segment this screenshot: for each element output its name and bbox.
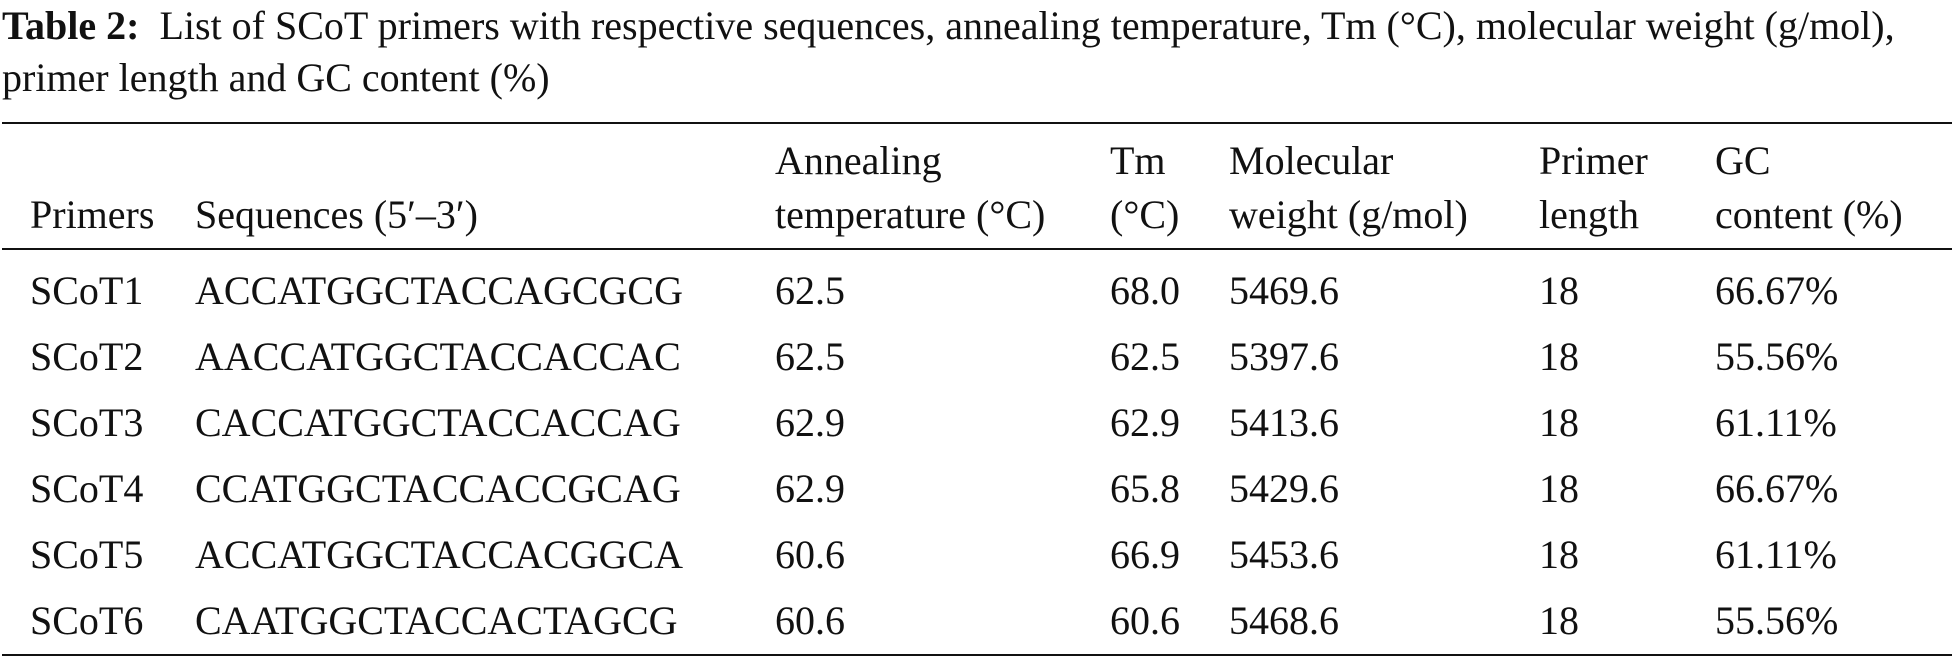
cell-molecular-weight: 5468.6 xyxy=(1229,598,1339,643)
column-header-molecular-weight: Molecular weight (g/mol) xyxy=(1229,138,1468,237)
cell-tm: 68.0 xyxy=(1110,268,1180,313)
cell-molecular-weight: 5413.6 xyxy=(1229,400,1339,445)
table-row: SCoT2 AACCATGGCTACCACCAC 62.5 62.5 5397.… xyxy=(2,324,1952,390)
cell-annealing: 62.5 xyxy=(775,334,845,379)
cell-gc-content: 55.56% xyxy=(1715,334,1839,379)
column-header-primers: Primers xyxy=(30,192,155,237)
table-row: SCoT3 CACCATGGCTACCACCAG 62.9 62.9 5413.… xyxy=(2,390,1952,456)
cell-tm: 66.9 xyxy=(1110,532,1180,577)
cell-sequence: AACCATGGCTACCACCAC xyxy=(195,334,681,379)
caption-label: Table 2: xyxy=(2,3,140,48)
cell-annealing: 62.5 xyxy=(775,268,845,313)
cell-sequence: CAATGGCTACCACTAGCG xyxy=(195,598,678,643)
cell-sequence: CACCATGGCTACCACCAG xyxy=(195,400,681,445)
cell-primer-length: 18 xyxy=(1539,334,1579,379)
cell-primer: SCoT5 xyxy=(30,532,144,577)
cell-primer: SCoT6 xyxy=(30,598,144,643)
cell-gc-content: 61.11% xyxy=(1715,532,1837,577)
cell-primer: SCoT1 xyxy=(30,268,144,313)
cell-molecular-weight: 5397.6 xyxy=(1229,334,1339,379)
cell-primer-length: 18 xyxy=(1539,598,1579,643)
cell-molecular-weight: 5469.6 xyxy=(1229,268,1339,313)
cell-molecular-weight: 5453.6 xyxy=(1229,532,1339,577)
cell-sequence: ACCATGGCTACCACGGCA xyxy=(195,532,683,577)
cell-annealing: 60.6 xyxy=(775,532,845,577)
cell-primer-length: 18 xyxy=(1539,268,1579,313)
table-row: SCoT4 CCATGGCTACCACCGCAG 62.9 65.8 5429.… xyxy=(2,456,1952,522)
header-row: Primers Sequences (5′–3′) Annealing tempe… xyxy=(2,123,1952,249)
cell-primer-length: 18 xyxy=(1539,532,1579,577)
cell-primer: SCoT4 xyxy=(30,466,144,511)
column-header-gc-content: GC content (%) xyxy=(1715,138,1903,237)
table-row: SCoT6 CAATGGCTACCACTAGCG 60.6 60.6 5468.… xyxy=(2,588,1952,655)
cell-molecular-weight: 5429.6 xyxy=(1229,466,1339,511)
cell-gc-content: 55.56% xyxy=(1715,598,1839,643)
caption-text: List of SCoT primers with respective seq… xyxy=(2,3,1895,100)
cell-primer-length: 18 xyxy=(1539,466,1579,511)
cell-tm: 65.8 xyxy=(1110,466,1180,511)
cell-primer: SCoT3 xyxy=(30,400,144,445)
cell-primer-length: 18 xyxy=(1539,400,1579,445)
column-header-primer-length: Primer length xyxy=(1539,138,1648,237)
column-header-tm: Tm (°C) xyxy=(1110,138,1180,237)
cell-annealing: 60.6 xyxy=(775,598,845,643)
column-header-annealing-temperature: Annealing temperature (°C) xyxy=(775,138,1046,237)
cell-tm: 62.9 xyxy=(1110,400,1180,445)
cell-gc-content: 66.67% xyxy=(1715,268,1839,313)
cell-tm: 60.6 xyxy=(1110,598,1180,643)
cell-annealing: 62.9 xyxy=(775,466,845,511)
table-row: SCoT1 ACCATGGCTACCAGCGCG 62.5 68.0 5469.… xyxy=(2,249,1952,324)
cell-sequence: CCATGGCTACCACCGCAG xyxy=(195,466,681,511)
cell-sequence: ACCATGGCTACCAGCGCG xyxy=(195,268,683,313)
cell-annealing: 62.9 xyxy=(775,400,845,445)
primer-table: Primers Sequences (5′–3′) Annealing tempe… xyxy=(2,122,1952,656)
table-row: SCoT5 ACCATGGCTACCACGGCA 60.6 66.9 5453.… xyxy=(2,522,1952,588)
cell-gc-content: 66.67% xyxy=(1715,466,1839,511)
column-header-sequences: Sequences (5′–3′) xyxy=(195,192,478,237)
table-caption: Table 2: List of SCoT primers with respe… xyxy=(2,0,1952,104)
cell-tm: 62.5 xyxy=(1110,334,1180,379)
cell-primer: SCoT2 xyxy=(30,334,144,379)
cell-gc-content: 61.11% xyxy=(1715,400,1837,445)
